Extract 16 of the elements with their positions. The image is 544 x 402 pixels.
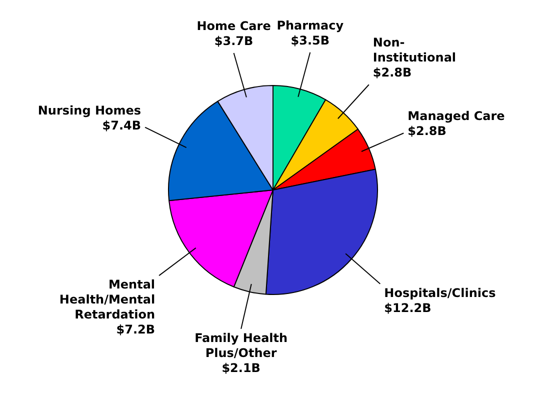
data-label: $3.5B <box>290 34 330 48</box>
slice-label: Non-Institutional <box>372 36 456 65</box>
data-label: $12.2B <box>384 301 432 316</box>
data-label: $7.4B <box>102 118 142 132</box>
data-label: $2.1B <box>222 361 260 375</box>
slice-label: Mental Health/Mental Retardation <box>59 278 156 322</box>
slice-label: Family Health Plus/Other <box>194 331 288 360</box>
data-label: $3.7B <box>214 34 254 48</box>
slice-label: Home Care <box>196 19 271 34</box>
data-label: $7.2B <box>116 322 156 337</box>
data-label: $2.8B <box>372 66 412 80</box>
slice-label: Pharmacy <box>276 18 344 33</box>
slice-label: Managed Care <box>408 109 505 124</box>
slice-label: Hospitals/Clinics <box>384 286 496 300</box>
data-label: $2.8B <box>408 124 446 138</box>
slice-label: Nursing Homes <box>38 103 142 118</box>
